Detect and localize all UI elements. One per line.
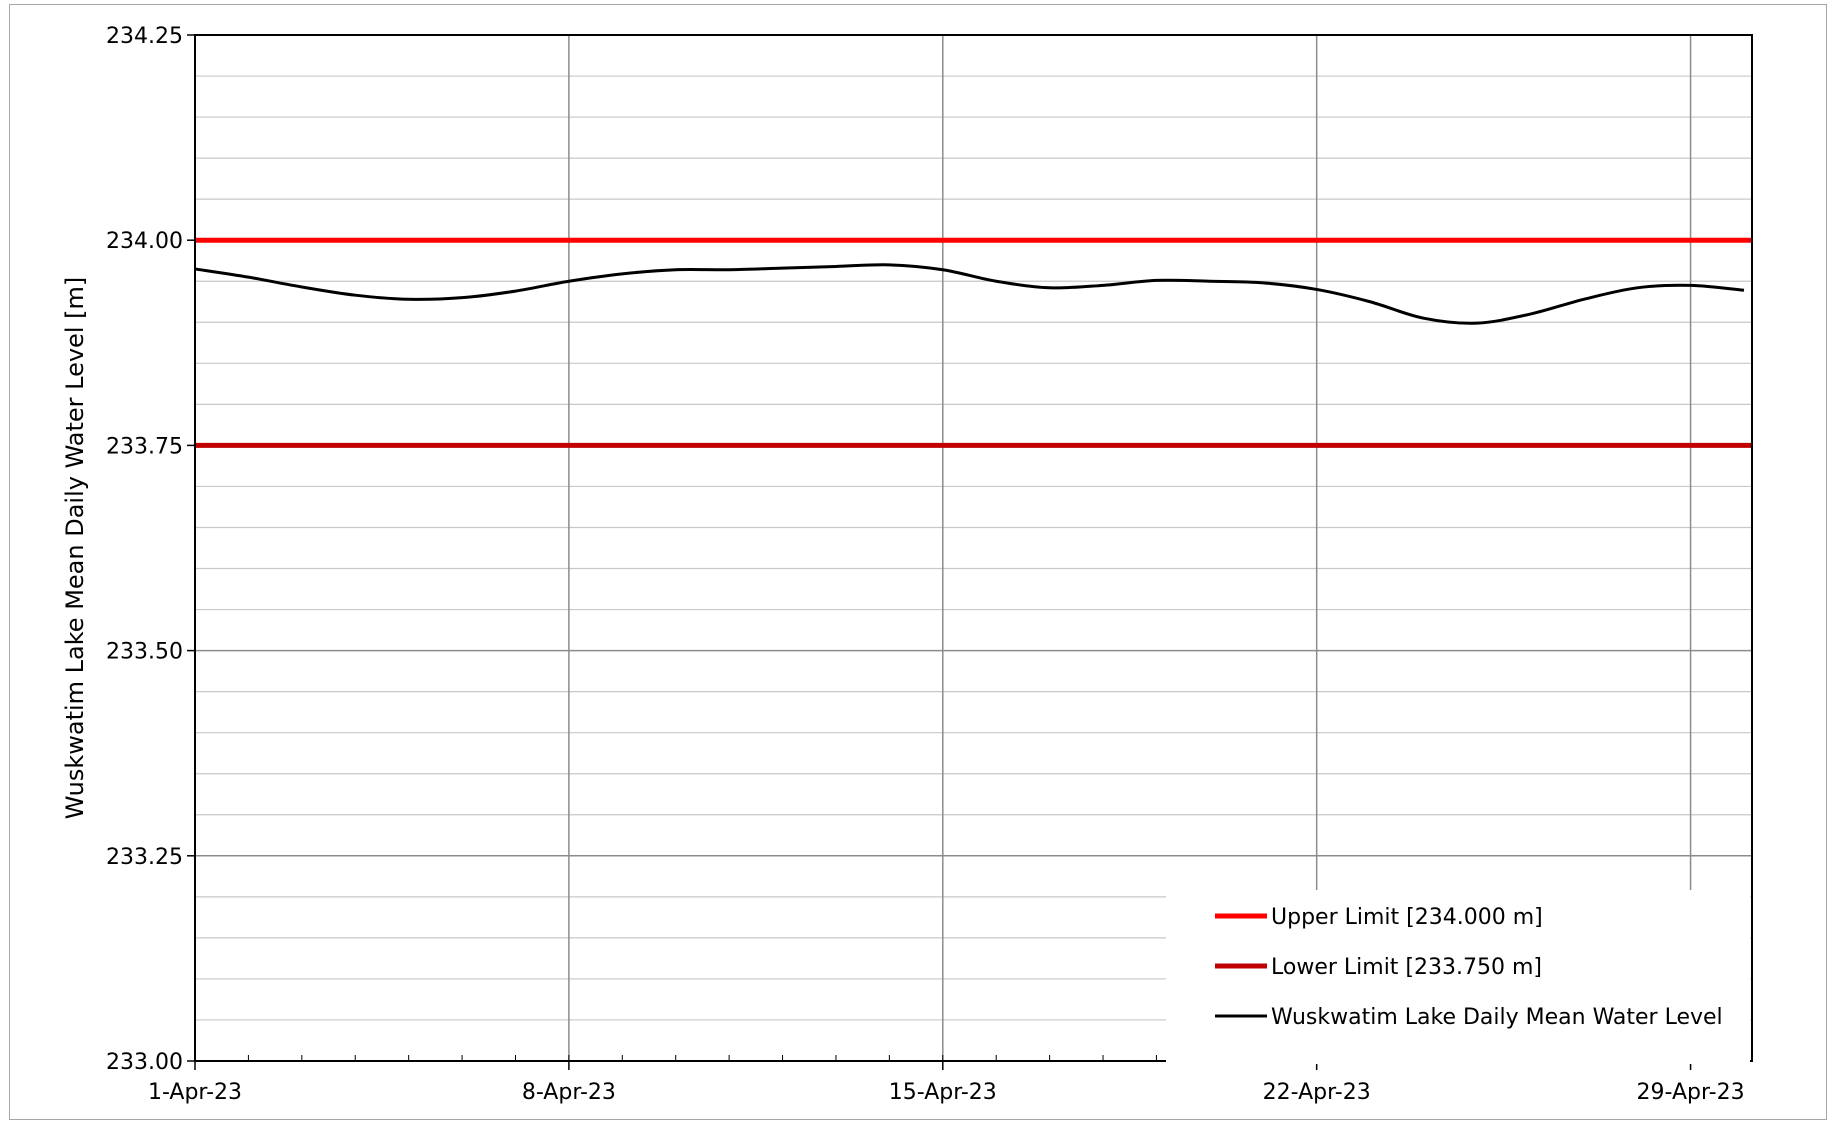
y-tick-label: 233.50	[106, 640, 183, 665]
legend-label: Lower Limit [233.750 m]	[1271, 955, 1542, 980]
legend-label: Upper Limit [234.000 m]	[1271, 905, 1543, 930]
y-tick-label: 233.00	[106, 1050, 183, 1075]
legend: Upper Limit [234.000 m] Lower Limit [233.…	[1166, 890, 1750, 1064]
x-tick-label: 29-Apr-23	[1637, 1080, 1745, 1105]
series-line	[194, 263, 1745, 325]
x-tick-label: 1-Apr-23	[148, 1080, 242, 1105]
y-axis-title: Wuskwatim Lake Mean Daily Water Level [m…	[61, 277, 89, 819]
legend-background	[1166, 890, 1750, 1064]
series-layer	[194, 237, 1752, 448]
plot-area-border	[194, 34, 1753, 1062]
x-tick-label: 15-Apr-23	[889, 1080, 997, 1105]
y-tick-label: 233.25	[106, 845, 183, 870]
y-tick-label: 234.00	[106, 229, 183, 254]
y-tick-label: 234.25	[106, 24, 183, 49]
axes-layer: 233.00 233.25 233.50 233.75 234.00 234.25 1-Ap…	[106, 24, 1753, 1105]
y-tick-label: 233.75	[106, 434, 183, 459]
legend-label: Wuskwatim Lake Daily Mean Water Level	[1271, 1005, 1723, 1030]
x-tick-label: 22-Apr-23	[1263, 1080, 1371, 1105]
x-tick-label: 8-Apr-23	[522, 1080, 616, 1105]
